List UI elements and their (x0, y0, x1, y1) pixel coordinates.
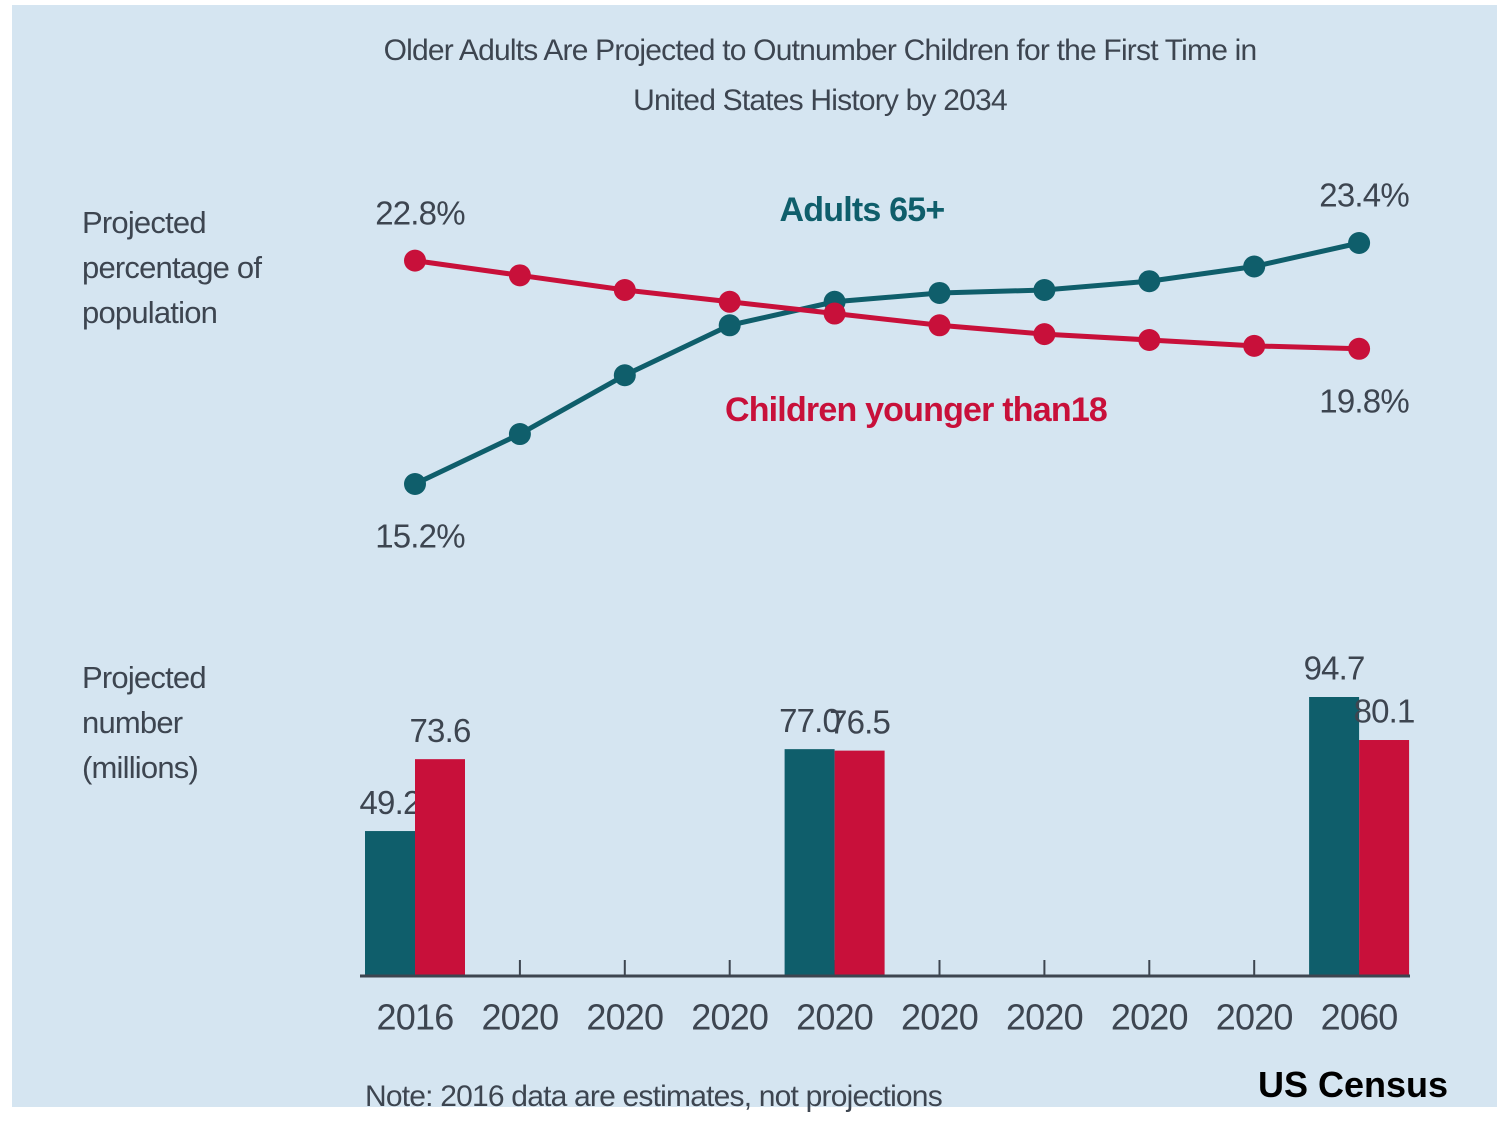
x-tick-label: 2060 (1321, 997, 1398, 1038)
source: US Census (1258, 1064, 1449, 1105)
point (823, 302, 846, 325)
point (1033, 279, 1056, 302)
line (413, 240, 1360, 487)
point (1348, 337, 1371, 360)
x-tick-label: 2016 (377, 997, 454, 1038)
y-axis-label: Projected number (millions) (82, 660, 207, 785)
data-label: 23.4% (1319, 177, 1409, 214)
point (928, 281, 951, 304)
data-label: 77.0 (779, 702, 840, 739)
data-label: 80.1 (1354, 693, 1415, 730)
x-tick-label: 2020 (1216, 997, 1293, 1038)
bar (834, 750, 885, 976)
data-label: 15.2% (375, 518, 465, 555)
point (1243, 255, 1266, 278)
data-label: 19.8% (1319, 383, 1409, 420)
point (718, 290, 741, 313)
note: Note: 2016 data are estimates, not proje… (365, 1080, 943, 1113)
series-label: Children younger than18 (725, 391, 1107, 429)
point (1033, 323, 1056, 346)
series-label: Adults 65+ (780, 191, 945, 229)
bar (1359, 740, 1410, 976)
data-label: 49.2 (359, 784, 420, 821)
y-axis-label: Projected percentage of population (82, 205, 262, 330)
data-label: 76.5 (829, 703, 890, 740)
point (508, 264, 531, 287)
bar (784, 749, 835, 976)
point (928, 314, 951, 337)
point (1138, 270, 1161, 293)
data-label: 94.7 (1304, 650, 1365, 687)
data-label: 22.8% (375, 194, 465, 231)
bar (1309, 697, 1360, 976)
point (613, 364, 636, 387)
x-tick-label: 2020 (796, 997, 873, 1038)
x-tick-label: 2020 (1111, 997, 1188, 1038)
point (1138, 328, 1161, 351)
bar (415, 759, 465, 976)
point (1243, 334, 1266, 357)
x-tick-label: 2020 (691, 997, 768, 1038)
x-tick-label: 2020 (1006, 997, 1083, 1038)
x-tick-label: 2020 (901, 997, 978, 1038)
chart-background (12, 5, 1497, 1107)
point (718, 314, 741, 337)
x-tick-label: 2020 (481, 997, 558, 1038)
point (508, 423, 531, 446)
line (414, 258, 1360, 352)
point (613, 279, 636, 302)
x-tick-label: 2020 (586, 997, 663, 1038)
point (1348, 232, 1371, 254)
point (404, 249, 426, 272)
bar (365, 831, 415, 976)
data-label: 73.6 (409, 712, 470, 749)
point (404, 473, 426, 495)
chart-title: Older Adults Are Projected to Outnumber … (383, 34, 1258, 117)
